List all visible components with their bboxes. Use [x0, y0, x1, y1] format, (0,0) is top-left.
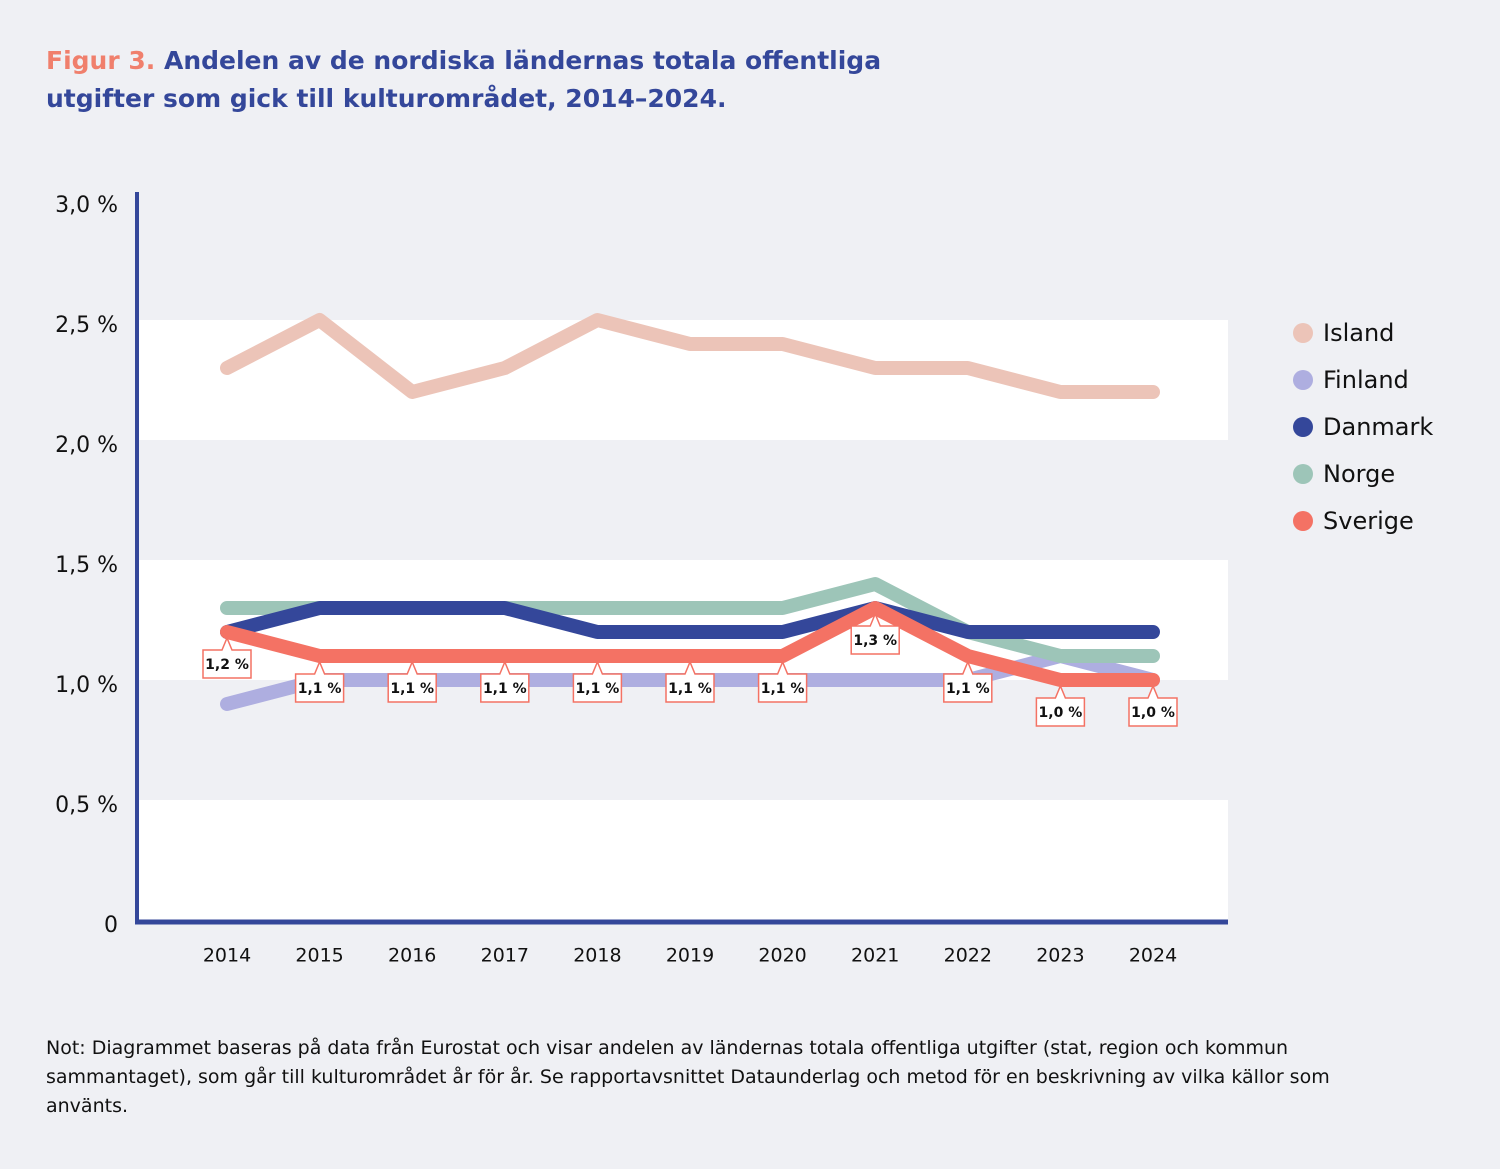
data-label-text: 1,1 % [390, 681, 434, 697]
data-label-box [572, 660, 623, 703]
data-label-text: 1,1 % [483, 681, 527, 697]
data-label-box [480, 660, 530, 703]
legend-label: Danmark [1323, 413, 1433, 441]
data-label-text: 1,0 % [1039, 705, 1083, 721]
data-label-text: 1,1 % [946, 681, 990, 697]
legend-label: Finland [1323, 366, 1409, 394]
title-block: Figur 3. Andelen av de nordiska länderna… [46, 42, 976, 118]
chart-title: Andelen av de nordiska ländernas totala … [46, 46, 882, 113]
y-tick-label: 3,0 % [55, 193, 118, 218]
data-label-text: 1,1 % [668, 681, 712, 697]
data-label-box [850, 612, 900, 655]
x-tick-label: 2022 [944, 945, 992, 967]
data-label: 1,1 % [294, 660, 345, 703]
x-tick-label: 2021 [851, 945, 899, 967]
legend-label: Island [1323, 319, 1394, 347]
data-label-box [665, 660, 715, 703]
legend-label: Norge [1323, 460, 1395, 488]
y-tick-label: 0,5 % [55, 793, 118, 818]
legend-swatch [1293, 323, 1313, 343]
data-label-box [294, 660, 345, 703]
x-tick-label: 2024 [1129, 945, 1177, 967]
legend-swatch [1293, 417, 1313, 437]
x-tick-label: 2018 [573, 945, 621, 967]
plot-band [137, 800, 1228, 920]
legend-swatch [1293, 464, 1313, 484]
y-tick-label: 2,0 % [55, 433, 118, 458]
data-label-box [757, 660, 808, 703]
data-label-box [202, 636, 252, 679]
data-label-box [1128, 684, 1178, 727]
data-label-text: 1,3 % [853, 633, 897, 649]
series-line [220, 601, 1160, 639]
x-tick-label: 2015 [295, 945, 343, 967]
series-line [220, 601, 1160, 687]
y-tick-label: 2,5 % [55, 313, 118, 338]
legend-swatch [1293, 511, 1313, 531]
data-label: 1,1 % [572, 660, 623, 703]
data-label-box [1035, 684, 1086, 727]
y-tick-label: 1,0 % [55, 673, 118, 698]
data-label: 1,2 % [202, 636, 252, 679]
x-tick-label: 2017 [481, 945, 529, 967]
data-label-text: 1,2 % [205, 657, 249, 673]
data-label: 1,1 % [757, 660, 808, 703]
series-line [220, 313, 1160, 399]
data-label: 1,3 % [850, 612, 900, 655]
data-label: 1,0 % [1035, 684, 1086, 727]
data-label: 1,1 % [480, 660, 530, 703]
data-label-text: 1,1 % [576, 681, 620, 697]
data-label: 1,1 % [943, 660, 993, 703]
y-tick-label: 1,5 % [55, 553, 118, 578]
data-label-box [943, 660, 993, 703]
data-label-box [387, 660, 437, 703]
legend-swatch [1293, 370, 1313, 390]
x-tick-label: 2020 [758, 945, 806, 967]
x-tick-label: 2019 [666, 945, 714, 967]
figure-label: Figur 3. [46, 46, 156, 75]
data-label-text: 1,0 % [1131, 705, 1175, 721]
data-label-text: 1,1 % [298, 681, 342, 697]
x-tick-label: 2016 [388, 945, 436, 967]
data-label: 1,1 % [387, 660, 437, 703]
x-tick-label: 2023 [1036, 945, 1084, 967]
legend-label: Sverige [1323, 507, 1414, 535]
y-tick-label: 0 [104, 913, 118, 938]
data-label: 1,1 % [665, 660, 715, 703]
data-label-text: 1,1 % [761, 681, 805, 697]
x-tick-label: 2014 [203, 945, 251, 967]
data-label: 1,0 % [1128, 684, 1178, 727]
note: Not: Diagrammet baseras på data från Eur… [46, 1037, 1330, 1117]
